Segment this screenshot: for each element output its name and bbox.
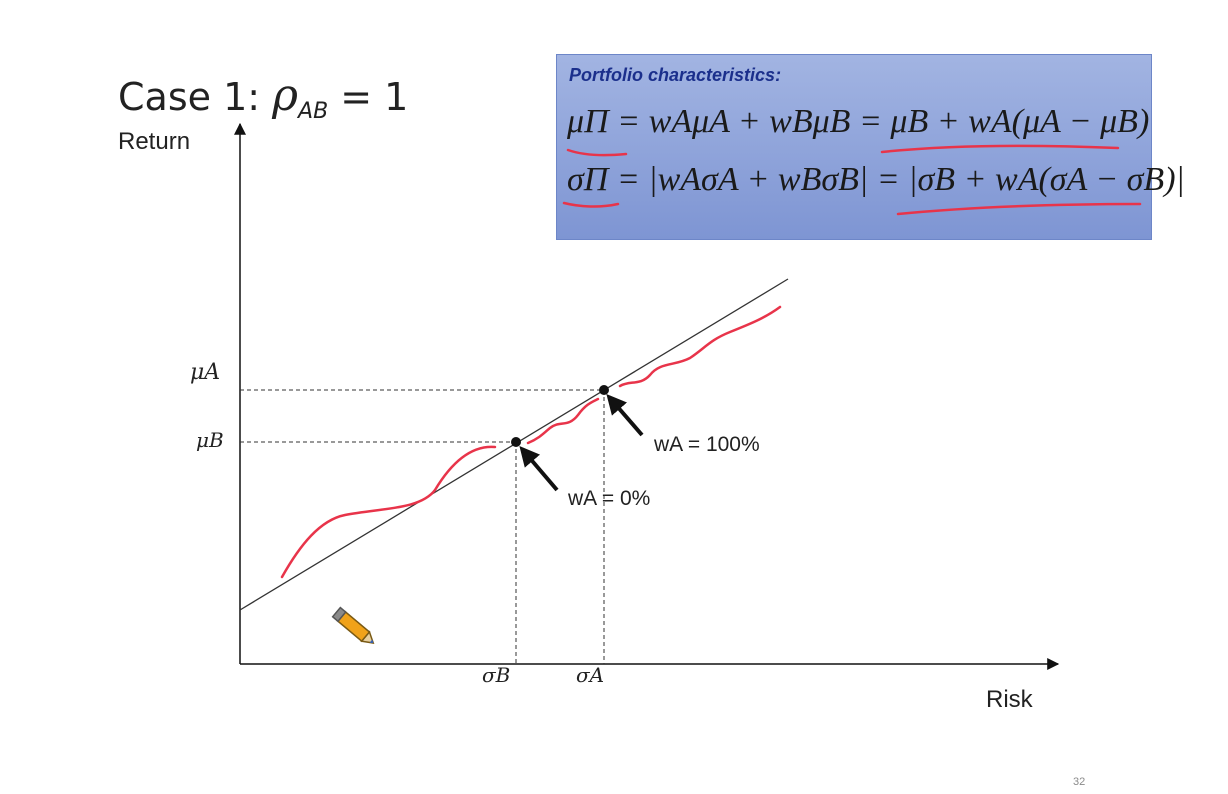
ink-underline-eq1 — [880, 144, 1120, 154]
title-subscript: AB — [298, 99, 329, 124]
ink-underline-sigma — [562, 201, 620, 208]
label-wa-0: wA = 0% — [568, 487, 651, 510]
tick-mu-a: μA — [190, 360, 221, 385]
title-suffix: = 1 — [328, 75, 409, 119]
point-b — [511, 437, 521, 447]
arrow-wa-100 — [606, 393, 644, 437]
equation-sigma: σΠ = |wAσA + wBσB| = |σB + wA(σA − σB)| — [567, 161, 1185, 198]
ink-stroke-left — [280, 445, 497, 579]
ink-underline-eq2 — [896, 202, 1142, 216]
tick-sigma-b: σB — [482, 663, 511, 687]
point-a — [599, 385, 609, 395]
title-rho: ρ — [272, 70, 299, 121]
ink-stroke-middle — [526, 397, 600, 445]
page-number: 32 — [1073, 776, 1086, 788]
tick-sigma-a: σA — [576, 663, 605, 687]
slide-title: Case 1: ρAB = 1 — [118, 70, 408, 124]
label-wa-100: wA = 100% — [654, 433, 760, 456]
y-axis-label: Return — [118, 128, 191, 155]
pencil-icon[interactable] — [330, 606, 380, 652]
tick-mu-b: μB — [196, 428, 224, 452]
equation-mean: μΠ = wAμA + wBμB = μB + wA(μA − μB) — [567, 103, 1150, 140]
ink-underline-mu — [566, 148, 628, 157]
title-prefix: Case 1: — [118, 75, 273, 119]
x-axis-label: Risk — [986, 686, 1033, 713]
arrow-wa-0 — [519, 445, 559, 492]
box-title: Portfolio characteristics: — [569, 65, 782, 85]
ink-stroke-right — [618, 305, 782, 388]
portfolio-characteristics-box: Portfolio characteristics: μΠ = wAμA + w… — [556, 54, 1185, 240]
